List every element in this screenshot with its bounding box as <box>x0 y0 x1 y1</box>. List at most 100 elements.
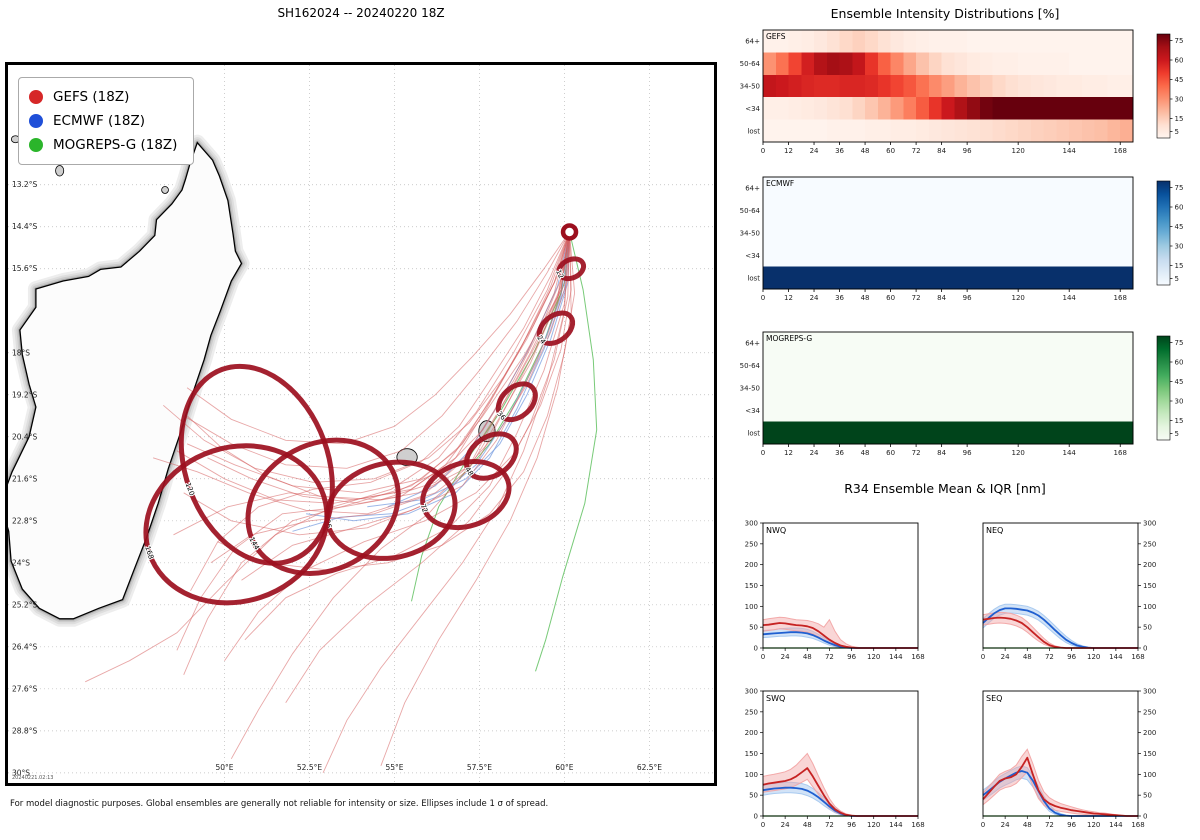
svg-text:24: 24 <box>1001 821 1010 829</box>
svg-text:34-50: 34-50 <box>740 83 760 91</box>
svg-text:60: 60 <box>886 294 895 302</box>
svg-text:60: 60 <box>886 449 895 457</box>
mogreps-tracks <box>411 231 598 672</box>
svg-text:84: 84 <box>937 449 946 457</box>
island-mayotte <box>55 165 65 177</box>
svg-text:96: 96 <box>1067 821 1076 829</box>
ecmwf-marker-icon <box>29 114 43 128</box>
colorbar <box>1156 180 1171 286</box>
madagascar-landmass <box>8 134 250 627</box>
r34-panel-nwq: NWQ 0 50 100 150 200 250 300 0 24 48 72 96 120 144 168 <box>745 520 925 662</box>
svg-text:144: 144 <box>1063 449 1077 457</box>
svg-text:120: 120 <box>1011 294 1024 302</box>
svg-text:0: 0 <box>1143 813 1147 821</box>
svg-text:72: 72 <box>825 653 834 661</box>
svg-text:15: 15 <box>1175 115 1184 123</box>
svg-text:50: 50 <box>749 792 758 800</box>
svg-text:84: 84 <box>937 147 946 155</box>
svg-text:0: 0 <box>981 653 985 661</box>
disclaimer-text: For model diagnostic purposes. Global en… <box>10 799 549 809</box>
svg-text:0: 0 <box>761 821 765 829</box>
r34-panel-seq: SEQ 0 50 100 150 200 250 300 0 24 48 72 96 120 144 168 <box>981 688 1157 830</box>
map-grid <box>8 65 714 783</box>
svg-text:<34: <34 <box>745 407 760 415</box>
svg-text:96: 96 <box>963 147 972 155</box>
svg-text:24: 24 <box>810 294 819 302</box>
svg-text:26.4°S: 26.4°S <box>12 642 37 651</box>
svg-text:30°S: 30°S <box>12 768 30 777</box>
svg-text:200: 200 <box>745 729 758 737</box>
svg-text:144: 144 <box>1109 653 1123 661</box>
svg-text:168: 168 <box>1131 821 1144 829</box>
svg-text:96: 96 <box>963 294 972 302</box>
svg-text:75: 75 <box>1175 339 1184 347</box>
svg-text:168: 168 <box>911 821 924 829</box>
svg-text:150: 150 <box>745 582 758 590</box>
svg-text:lost: lost <box>747 429 760 437</box>
svg-text:45: 45 <box>1175 76 1184 84</box>
svg-text:250: 250 <box>745 540 758 548</box>
sigma-ellipse-tau72 <box>420 459 512 530</box>
legend-item-mogreps: MOGREPS-G (18Z) <box>29 133 177 157</box>
svg-text:24: 24 <box>810 147 819 155</box>
svg-text:75: 75 <box>1175 184 1184 192</box>
mogreps-marker-icon <box>29 138 43 152</box>
svg-text:60: 60 <box>1175 57 1184 65</box>
quadrant-label: NEQ <box>986 526 1003 535</box>
svg-text:64+: 64+ <box>745 38 760 46</box>
legend-label: ECMWF (18Z) <box>53 113 145 129</box>
svg-text:50-64: 50-64 <box>740 362 761 370</box>
svg-text:144: 144 <box>1063 147 1077 155</box>
svg-text:0: 0 <box>754 645 758 653</box>
colorbar <box>1156 335 1171 441</box>
svg-text:120: 120 <box>867 821 880 829</box>
svg-text:50: 50 <box>1143 792 1152 800</box>
svg-text:12: 12 <box>784 147 793 155</box>
svg-text:5: 5 <box>1175 430 1179 438</box>
svg-text:0: 0 <box>754 813 758 821</box>
svg-text:48: 48 <box>803 821 812 829</box>
svg-text:50-64: 50-64 <box>740 60 761 68</box>
svg-text:250: 250 <box>1143 540 1156 548</box>
svg-text:18°S: 18°S <box>12 348 30 357</box>
sigma-ellipse-tau24 <box>536 310 576 346</box>
svg-text:22.8°S: 22.8°S <box>12 516 37 525</box>
iqr-band <box>983 749 1138 816</box>
svg-text:75: 75 <box>1175 37 1184 45</box>
map-tick-labels: 13.2°S 14.4°S 15.6°S 18°S 19.2°S 20.4°S 21.6°S… <box>12 180 662 777</box>
svg-text:50: 50 <box>749 624 758 632</box>
svg-text:0: 0 <box>761 449 765 457</box>
svg-text:200: 200 <box>1143 729 1156 737</box>
svg-text:50-64: 50-64 <box>740 207 761 215</box>
svg-text:12: 12 <box>784 294 793 302</box>
svg-text:30: 30 <box>1175 398 1184 406</box>
svg-text:45: 45 <box>1175 223 1184 231</box>
svg-text:15: 15 <box>1175 262 1184 270</box>
svg-text:150: 150 <box>745 750 758 758</box>
map-legend: GEFS (18Z) ECMWF (18Z) MOGREPS-G (18Z) <box>18 77 195 165</box>
right-column-charts: GEFS 64+ 50-64 34-50 <34 lost 0 12 24 36 48 60 72 84 9… <box>740 29 1184 830</box>
svg-text:48: 48 <box>1023 821 1032 829</box>
svg-text:lost: lost <box>747 127 760 135</box>
svg-text:30: 30 <box>1175 243 1184 251</box>
svg-text:96: 96 <box>1067 653 1076 661</box>
svg-text:36: 36 <box>835 147 844 155</box>
island-nosy-be <box>161 186 169 194</box>
svg-text:150: 150 <box>1143 582 1156 590</box>
iqr-band <box>983 604 1138 648</box>
svg-text:60°E: 60°E <box>555 763 573 772</box>
svg-text:120: 120 <box>1011 449 1024 457</box>
svg-text:36: 36 <box>835 449 844 457</box>
quadrant-label: NWQ <box>766 526 786 535</box>
quadrant-label: SWQ <box>766 694 785 703</box>
svg-text:24: 24 <box>781 653 790 661</box>
svg-text:20.4°S: 20.4°S <box>12 432 37 441</box>
svg-text:96: 96 <box>847 653 856 661</box>
svg-text:100: 100 <box>745 603 758 611</box>
legend-label: GEFS (18Z) <box>53 89 130 105</box>
svg-text:15.6°S: 15.6°S <box>12 264 37 273</box>
svg-text:13.2°S: 13.2°S <box>12 180 37 189</box>
svg-text:48: 48 <box>1023 653 1032 661</box>
svg-text:100: 100 <box>1143 603 1156 611</box>
svg-text:100: 100 <box>745 771 758 779</box>
